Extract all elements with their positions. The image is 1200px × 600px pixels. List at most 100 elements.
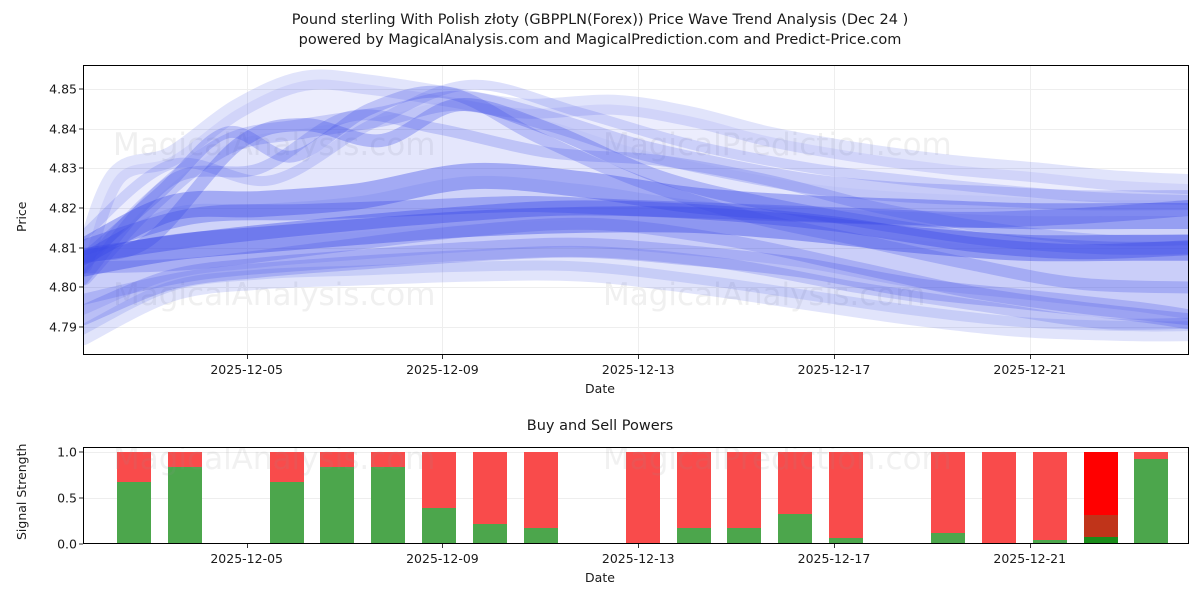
wave-stroke: [83, 200, 1189, 264]
sell-power-segment: [1032, 451, 1067, 541]
signal-y-tick-label: 0.5: [57, 490, 77, 506]
signal-chart-title: Buy and Sell Powers: [526, 418, 674, 434]
signal-bar[interactable]: [422, 447, 457, 544]
signal-x-tickmark: [442, 544, 444, 548]
price-gridline-h: [83, 247, 1189, 249]
price-x-tickmark: [833, 355, 835, 359]
wave-ribbon: [83, 219, 1189, 320]
signal-bar[interactable]: [625, 447, 660, 544]
signal-x-tickmark: [1029, 544, 1031, 548]
wave-stroke: [83, 98, 1189, 263]
buy-power-segment: [167, 467, 202, 544]
wave-ribbon: [83, 247, 1189, 336]
price-gridline-v: [1029, 65, 1031, 355]
signal-x-tick-label: 2025-12-13: [601, 551, 675, 566]
signal-bar[interactable]: [473, 447, 507, 544]
wave-stroke: [83, 245, 1189, 330]
price-y-tickmark: [79, 207, 83, 209]
signal-bar[interactable]: [727, 447, 762, 544]
price-y-tick-label: 4.79: [49, 319, 77, 335]
buy-power-segment: [523, 528, 558, 544]
sell-power-segment: [1134, 451, 1169, 460]
price-gridline-v: [442, 65, 444, 355]
sell-power-segment-today: [1083, 451, 1118, 515]
signal-y-tickmark: [79, 543, 83, 545]
price-gridline-h: [83, 128, 1189, 130]
signal-bar[interactable]: [167, 447, 202, 544]
price-y-tickmark: [79, 286, 83, 288]
signal-bar[interactable]: [829, 447, 864, 544]
page-title: Pound sterling With Polish złoty (GBPPLN…: [0, 10, 1200, 50]
price-gridline-h: [83, 208, 1189, 209]
title-line-1: Pound sterling With Polish złoty (GBPPLN…: [291, 12, 909, 28]
signal-bar[interactable]: [676, 447, 711, 544]
signal-bar[interactable]: [778, 447, 813, 544]
buy-power-segment: [676, 528, 711, 544]
buy-power-segment: [727, 528, 762, 544]
sell-power-segment: [116, 451, 151, 483]
price-gridline-h: [83, 327, 1189, 329]
signal-bar[interactable]: [269, 447, 304, 544]
signal-y-tick-label: 0.0: [57, 536, 77, 552]
wave-ribbon: [83, 175, 1189, 264]
wave-stroke: [83, 196, 1189, 256]
sell-power-segment: [930, 451, 965, 533]
buy-power-segment: [1032, 540, 1067, 544]
signal-x-tickmark: [246, 544, 248, 548]
buy-power-segment: [473, 523, 507, 544]
signal-bar[interactable]: [523, 447, 558, 544]
signal-x-tickmark: [638, 544, 640, 548]
signal-x-tick-label: 2025-12-17: [797, 551, 871, 566]
signal-x-axis-label: Date: [585, 570, 615, 585]
price-y-tick-label: 4.85: [49, 81, 77, 97]
price-gridline-v: [638, 65, 640, 355]
price-gridline-h: [83, 168, 1189, 170]
signal-bar[interactable]: [930, 447, 965, 544]
price-x-tick-label: 2025-12-05: [210, 362, 284, 377]
buy-power-segment: [1134, 459, 1169, 544]
signal-bar[interactable]: [1083, 447, 1118, 544]
price-chart-panel: MagicalAnalysis.com MagicalPrediction.co…: [49, 65, 1189, 377]
signal-y-tick-label: 1.0: [57, 444, 77, 460]
buy-power-segment: [930, 532, 965, 544]
wave-stroke: [83, 85, 1189, 294]
sell-power-segment: [625, 451, 660, 544]
signal-x-tickmark: [833, 544, 835, 548]
price-y-tickmark: [79, 167, 83, 169]
price-y-tick-label: 4.81: [49, 240, 77, 256]
wave-stroke: [83, 260, 1189, 346]
price-wave-bands: [83, 69, 1189, 346]
price-x-tickmark: [442, 355, 444, 359]
wave-stroke: [83, 206, 1189, 277]
sell-power-segment: [422, 451, 457, 508]
signal-bar[interactable]: [1134, 447, 1169, 544]
price-y-tick-label: 4.80: [49, 279, 77, 295]
signal-y-axis-label: Signal Strength: [14, 443, 29, 540]
wave-ribbon: [83, 79, 1189, 276]
price-y-axis-label: Price: [14, 201, 29, 233]
signal-bar[interactable]: [981, 447, 1016, 544]
buy-power-segment: [829, 538, 864, 544]
buy-power-segment-today: [1083, 536, 1118, 544]
sell-power-segment: [981, 451, 1016, 544]
wave-stroke: [83, 90, 1189, 286]
price-x-tickmark: [1029, 355, 1031, 359]
signal-bar[interactable]: [116, 447, 151, 544]
buy-power-segment: [371, 467, 406, 544]
price-y-tickmark: [79, 88, 83, 90]
price-x-tickmark: [638, 355, 640, 359]
buy-power-segment: [422, 507, 457, 544]
price-y-tick-label: 4.84: [49, 121, 77, 137]
price-gridline-h: [83, 287, 1189, 289]
signal-plot-area: MagicalAnalysis.com MagicalPrediction.co…: [83, 447, 1189, 544]
signal-bar[interactable]: [371, 447, 406, 544]
price-x-tick-label: 2025-12-17: [797, 362, 871, 377]
signal-x-tick-label: 2025-12-21: [993, 551, 1067, 566]
signal-bar[interactable]: [320, 447, 355, 544]
sell-power-segment: [727, 451, 762, 529]
title-line-2: powered by MagicalAnalysis.com and Magic…: [298, 32, 902, 48]
signal-bar[interactable]: [1032, 447, 1067, 544]
sell-power-segment-dark-today: [1083, 514, 1118, 537]
sell-power-segment: [829, 451, 864, 539]
